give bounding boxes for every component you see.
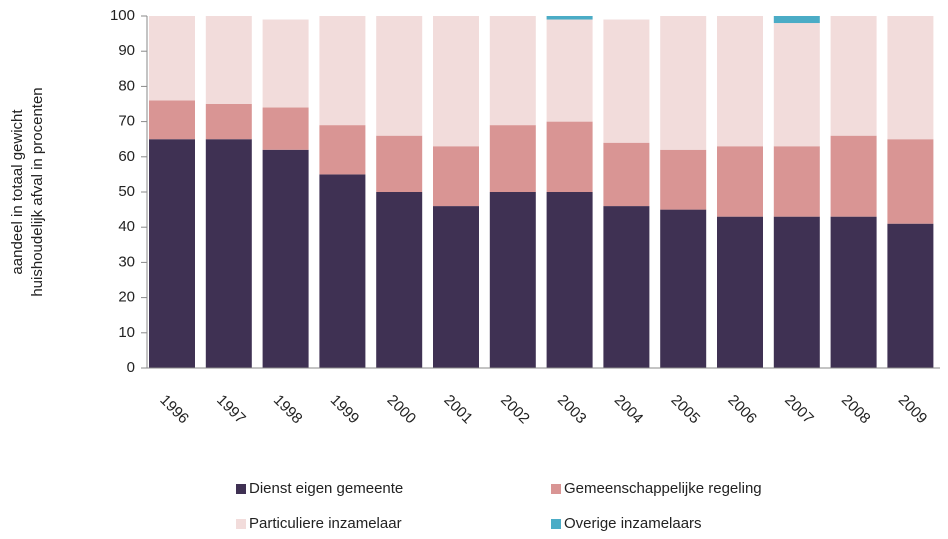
legend-swatch	[551, 484, 561, 494]
bar-segment	[830, 16, 877, 136]
bar-segment	[546, 121, 593, 192]
bar-segment	[433, 146, 479, 207]
legend-label: Overige inzamelaars	[564, 515, 702, 532]
x-tick-label: 2008	[838, 392, 874, 428]
bar-segment	[830, 216, 877, 368]
y-tick-label: 90	[118, 42, 135, 59]
bar-segment	[149, 100, 195, 140]
bar-segment	[660, 209, 707, 368]
bar-segment	[205, 16, 252, 104]
legend-swatch	[236, 519, 246, 529]
bar-segment	[546, 192, 593, 368]
y-tick-label: 20	[118, 289, 135, 306]
bar-segment	[546, 19, 593, 122]
bar-segment	[319, 16, 366, 126]
bar-segment	[717, 146, 763, 217]
x-tick-label: 2006	[724, 392, 760, 428]
y-axis-label: huishoudelijk afval in procenten	[29, 87, 46, 296]
x-tick-label: 2009	[895, 392, 931, 428]
x-tick-label: 2003	[554, 392, 590, 428]
bar-segment	[887, 223, 934, 368]
y-tick-label: 100	[110, 7, 135, 24]
bar-segment	[773, 146, 820, 217]
y-tick-label: 30	[118, 253, 135, 270]
bar-segment	[717, 216, 763, 368]
bar-segment	[376, 135, 423, 192]
y-tick-label: 0	[127, 359, 135, 376]
x-tick-label: 2000	[384, 392, 420, 428]
bar-segment	[489, 192, 536, 368]
x-tick-label: 1998	[270, 392, 306, 428]
legend-label: Particuliere inzamelaar	[249, 515, 402, 532]
bar-segment	[262, 19, 309, 108]
bar-segment	[319, 174, 366, 368]
bar-segment	[205, 139, 252, 368]
bar-segment	[603, 142, 650, 207]
bar-segment	[830, 135, 877, 217]
x-tick-label: 2001	[440, 392, 476, 428]
bar-segment	[149, 139, 195, 368]
x-tick-label: 2005	[668, 392, 704, 428]
bar-segment	[205, 104, 252, 140]
bar-segment	[887, 16, 934, 140]
bar-segment	[489, 16, 536, 126]
y-tick-label: 60	[118, 148, 135, 165]
bar-segment	[717, 16, 763, 147]
y-tick-label: 10	[118, 324, 135, 341]
y-tick-label: 50	[118, 183, 135, 200]
bar-segment	[773, 16, 820, 24]
y-tick-label: 40	[118, 218, 135, 235]
bar-segment	[660, 16, 707, 150]
bar-segment	[433, 16, 479, 147]
bar-segment	[319, 125, 366, 175]
x-tick-label: 1996	[156, 392, 192, 428]
bar-segment	[773, 216, 820, 368]
bar-segment	[603, 206, 650, 368]
bar-segment	[660, 149, 707, 210]
legend-label: Gemeenschappelijke regeling	[564, 480, 762, 497]
bar-segment	[262, 107, 309, 150]
bar-segment	[433, 206, 479, 368]
bar-segment	[489, 125, 536, 192]
bar-segment	[546, 16, 593, 20]
bar-segment	[149, 16, 195, 101]
y-axis-label: aandeel in totaal gewicht	[9, 109, 26, 275]
y-tick-label: 70	[118, 113, 135, 130]
legend-label: Dienst eigen gemeente	[249, 480, 403, 497]
x-tick-label: 1997	[213, 392, 249, 428]
bar-segment	[262, 149, 309, 368]
y-tick-label: 80	[118, 77, 135, 94]
legend-swatch	[551, 519, 561, 529]
x-tick-label: 2007	[781, 392, 817, 428]
bar-segment	[603, 19, 650, 143]
x-tick-label: 2002	[497, 392, 533, 428]
bar-segment	[376, 192, 423, 368]
x-tick-label: 1999	[327, 392, 363, 428]
x-tick-label: 2004	[611, 392, 647, 428]
bar-segment	[773, 23, 820, 147]
legend-swatch	[236, 484, 246, 494]
bar-segment	[376, 16, 423, 136]
bar-segment	[887, 139, 934, 224]
